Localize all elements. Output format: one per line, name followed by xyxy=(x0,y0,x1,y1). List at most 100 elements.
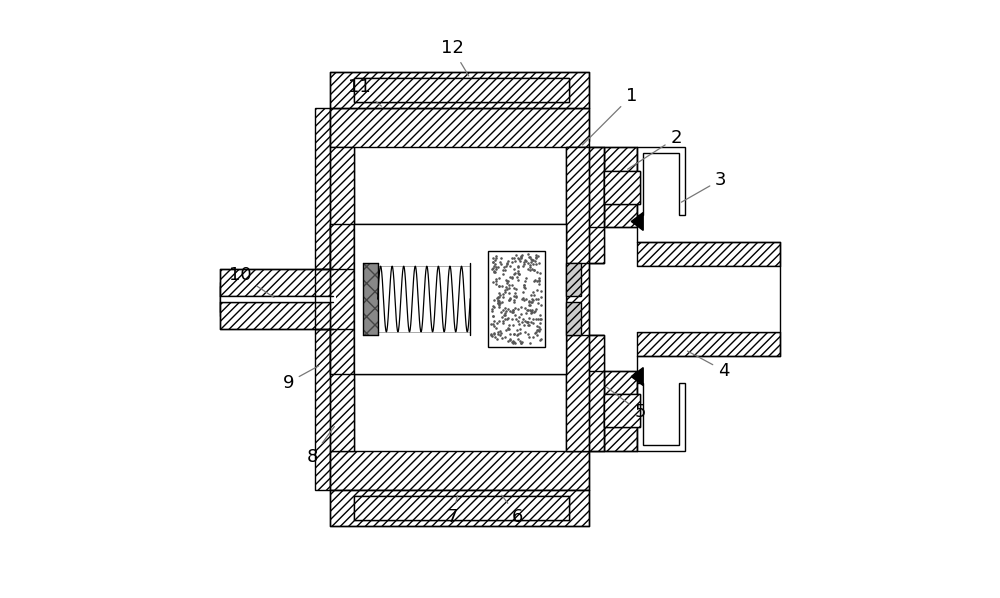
Point xyxy=(511,319,527,329)
Point xyxy=(516,259,532,269)
Point xyxy=(498,261,514,271)
Text: 4: 4 xyxy=(687,351,729,380)
Point xyxy=(495,306,511,315)
Point xyxy=(520,258,536,267)
Point xyxy=(504,254,520,263)
Point xyxy=(517,317,533,327)
Point xyxy=(488,276,504,286)
Point xyxy=(533,315,549,324)
Point xyxy=(516,258,532,267)
Point xyxy=(508,285,524,294)
Point xyxy=(524,297,540,307)
Point xyxy=(530,315,546,324)
Point xyxy=(525,255,541,265)
Point xyxy=(491,303,507,312)
Point xyxy=(526,291,542,300)
Point xyxy=(495,289,511,298)
Point xyxy=(487,255,503,264)
Point xyxy=(525,332,541,342)
Point xyxy=(511,254,527,264)
Point xyxy=(499,279,515,288)
Point xyxy=(530,294,546,303)
Point xyxy=(483,319,499,328)
Bar xyxy=(566,147,604,263)
Point xyxy=(491,316,507,326)
Polygon shape xyxy=(315,329,354,490)
Point xyxy=(521,297,537,306)
Point xyxy=(497,304,513,313)
Point xyxy=(514,318,530,327)
Point xyxy=(491,300,507,309)
Point xyxy=(520,321,536,330)
Point xyxy=(504,273,520,282)
Point xyxy=(497,332,513,342)
Point xyxy=(502,293,518,303)
Point xyxy=(486,322,502,331)
Point xyxy=(513,254,529,263)
Bar xyxy=(637,242,780,266)
Point xyxy=(509,272,525,282)
Point xyxy=(521,296,537,306)
Point xyxy=(500,323,516,332)
Text: 2: 2 xyxy=(628,129,682,169)
Point xyxy=(496,262,512,271)
Point xyxy=(521,332,537,341)
Point xyxy=(529,267,545,277)
Point xyxy=(512,336,528,346)
Point xyxy=(523,318,539,327)
Point xyxy=(511,270,527,279)
Point xyxy=(525,319,541,328)
Point xyxy=(492,327,508,336)
Point xyxy=(507,311,523,321)
Point xyxy=(497,315,513,324)
Point xyxy=(489,293,505,303)
Point xyxy=(523,255,539,264)
Point xyxy=(523,297,539,307)
Point xyxy=(518,273,534,283)
Point xyxy=(499,285,515,294)
Point xyxy=(489,318,505,328)
Point xyxy=(504,257,520,267)
Point xyxy=(520,317,536,327)
Point xyxy=(532,269,548,278)
Bar xyxy=(604,371,637,451)
Point xyxy=(489,334,505,344)
Point xyxy=(484,306,500,316)
Point xyxy=(500,276,516,286)
Point xyxy=(533,286,549,296)
Point xyxy=(507,288,523,298)
Point xyxy=(520,264,536,273)
Point xyxy=(506,329,522,338)
Point xyxy=(515,293,531,303)
Point xyxy=(528,259,544,269)
Point xyxy=(490,262,506,271)
Point xyxy=(498,282,514,291)
Bar xyxy=(330,72,589,108)
Text: 8: 8 xyxy=(306,426,334,466)
Point xyxy=(502,261,518,271)
Point xyxy=(488,263,504,272)
Point xyxy=(488,274,504,283)
Point xyxy=(492,298,508,307)
Point xyxy=(498,325,514,335)
Point xyxy=(506,264,522,273)
Polygon shape xyxy=(315,108,354,269)
Point xyxy=(491,292,507,302)
Point xyxy=(494,312,510,322)
Point xyxy=(517,276,533,286)
Point xyxy=(490,296,506,306)
Point xyxy=(497,288,513,297)
Point xyxy=(499,258,515,267)
Point xyxy=(510,261,526,270)
Point xyxy=(515,262,531,271)
Bar xyxy=(354,496,569,520)
Point xyxy=(526,276,542,286)
Point xyxy=(502,334,518,344)
Point xyxy=(504,280,520,290)
Point xyxy=(506,295,522,305)
Point xyxy=(523,291,539,300)
Point xyxy=(510,253,526,263)
Point xyxy=(522,262,538,271)
Point xyxy=(532,325,548,334)
Text: 5: 5 xyxy=(607,387,646,422)
